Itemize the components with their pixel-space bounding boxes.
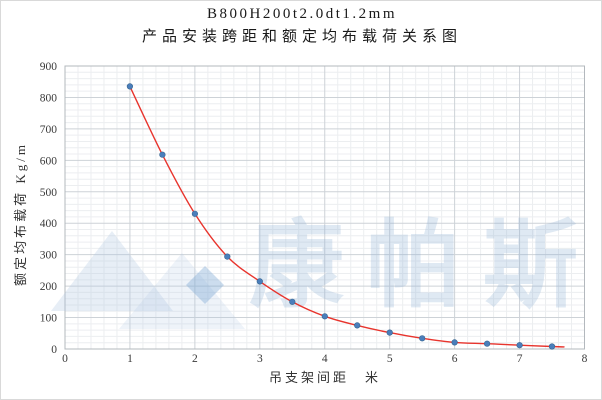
y-tick-label: 400	[40, 218, 58, 230]
y-tick-label: 600	[40, 155, 58, 167]
x-tick-label: 5	[387, 353, 393, 365]
brand-logo-watermark-icon	[51, 231, 245, 329]
y-tick-label: 300	[40, 250, 58, 262]
x-tick-label: 7	[517, 353, 523, 365]
data-point	[224, 253, 231, 260]
data-point	[548, 343, 556, 350]
x-tick-label: 3	[257, 353, 263, 365]
chart-title-line1: B800H200t2.0dt1.2mm	[206, 6, 397, 22]
y-tick-label: 800	[40, 92, 58, 104]
data-point	[419, 335, 426, 342]
data-point	[321, 313, 328, 320]
y-axis-title: 额定均布载荷 Kg/m	[13, 142, 28, 286]
x-tick-label: 0	[62, 353, 68, 365]
y-tick-label: 0	[51, 344, 57, 356]
data-point	[126, 83, 133, 90]
x-tick-label: 8	[582, 353, 588, 365]
data-point	[354, 322, 361, 329]
data-point	[484, 340, 491, 347]
y-tick-label: 900	[40, 61, 58, 73]
x-tick-label: 1	[127, 353, 133, 365]
y-tick-label: 700	[40, 124, 58, 136]
x-tick-label: 6	[452, 353, 458, 365]
data-point	[159, 151, 166, 158]
trend-line	[129, 85, 565, 348]
data-point	[386, 329, 393, 336]
plot-border	[64, 65, 585, 350]
x-tick-label: 2	[192, 353, 198, 365]
x-tick-label: 4	[322, 353, 328, 365]
brand-watermark-text: 康帕斯	[249, 213, 601, 319]
y-tick-label: 200	[40, 281, 58, 293]
chart-title-line2: 产品安装跨距和额定均布载荷关系图	[141, 29, 462, 45]
y-tick-label: 100	[40, 313, 58, 325]
data-point	[191, 210, 198, 217]
data-point	[256, 278, 263, 285]
data-point	[451, 339, 458, 346]
data-point	[516, 342, 523, 349]
data-point	[289, 298, 296, 305]
x-axis-title: 吊支架间距 米	[268, 370, 381, 385]
y-tick-label: 500	[40, 187, 58, 199]
